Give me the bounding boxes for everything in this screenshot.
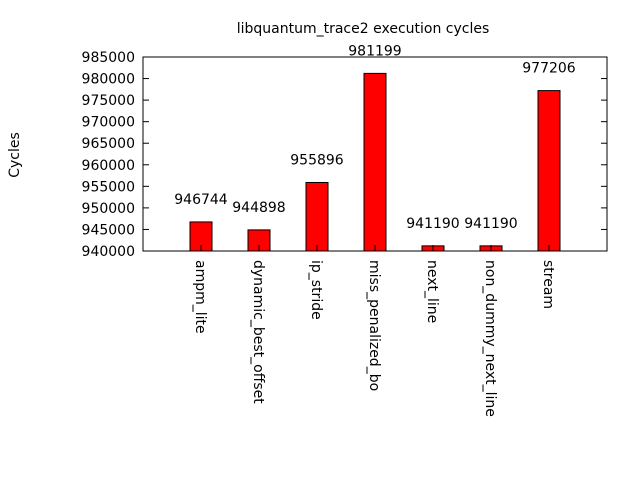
bars <box>189 72 561 252</box>
y-tick-label: 960000 <box>82 158 135 174</box>
bar-value-labels: 946744 944898 955896 981199 941190 941190 9772… <box>174 43 576 231</box>
y-axis-label: Cycles <box>7 132 23 178</box>
y-tick-label: 940000 <box>82 244 135 260</box>
x-tick-label: non_dummy_next_line <box>482 260 498 417</box>
y-tick-label: 945000 <box>82 222 135 238</box>
bar <box>305 181 329 252</box>
x-tick-label: stream <box>540 260 556 309</box>
bar-value-label: 955896 <box>290 152 344 168</box>
y-tick-label: 950000 <box>82 201 135 217</box>
bar-value-label: 941190 <box>406 216 459 232</box>
y-tick-label: 975000 <box>82 93 135 109</box>
bar-value-label: 944898 <box>232 200 285 216</box>
bar-value-label: 981199 <box>348 43 401 59</box>
y-axis-ticks: 940000 945000 950000 955000 960000 965000 9700… <box>82 50 607 260</box>
x-tick-label: ampm_lite <box>192 260 208 334</box>
x-axis-tick-labels: ampm_lite dynamic_best_offset ip_stride mis… <box>192 245 556 417</box>
chart-title: libquantum_trace2 execution cycles <box>237 21 490 37</box>
y-tick-label: 985000 <box>82 50 135 66</box>
y-tick-label: 970000 <box>82 115 135 131</box>
bar <box>363 72 387 252</box>
x-tick-label: dynamic_best_offset <box>250 260 266 404</box>
x-tick-label: ip_stride <box>308 260 324 320</box>
x-tick-label: miss_penalized_bo <box>366 260 382 391</box>
x-tick-label: next_line <box>424 260 440 323</box>
y-tick-label: 980000 <box>82 72 135 88</box>
y-tick-label: 955000 <box>82 179 135 195</box>
bar-value-label: 941190 <box>464 216 517 232</box>
bar-value-label: 977206 <box>522 61 576 77</box>
bar <box>537 90 561 252</box>
bar-value-label: 946744 <box>174 192 228 208</box>
y-tick-label: 965000 <box>82 136 135 152</box>
